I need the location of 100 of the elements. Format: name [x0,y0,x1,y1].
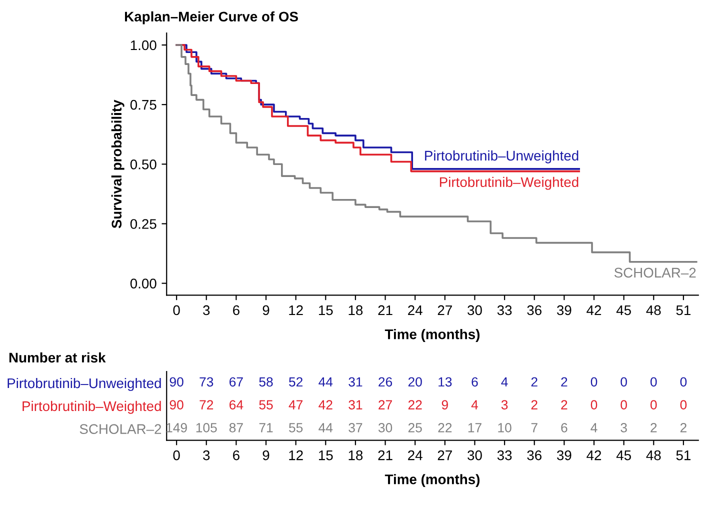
data-label: 25 [408,423,422,432]
data-label: 90 [170,400,184,410]
data-label: 4 [590,423,598,432]
x-tick-label: 12 [289,450,303,460]
x-tick-label: 30 [468,450,482,460]
y-tick-label: Pirtobrutinib–Weighted [22,400,161,414]
x-tick-label: 3 [203,305,210,316]
x-axis-title: Time (months) [384,329,480,342]
x-tick-label: 48 [646,450,661,460]
x-axis-title: Time (months) [384,474,480,488]
x-tick-label: 36 [527,305,542,316]
data-label: 2 [650,423,657,432]
y-tick-label: 0.50 [130,159,156,170]
x-tick-label: 18 [348,450,363,460]
x-tick-label: 9 [262,305,270,316]
data-label: 17 [468,423,482,432]
data-label: 47 [288,400,302,410]
y-tick-label: 0.00 [130,278,156,288]
series-label: Pirtobrutinib–Unweighted [425,150,578,164]
x-tick-label: 39 [556,305,572,316]
x-tick-label: 0 [173,450,180,460]
x-tick-label: 27 [438,305,452,316]
x-tick-label: 36 [527,450,542,460]
data-label: 2 [561,400,568,410]
x-tick-label: 51 [676,305,691,316]
x-tick-label: 33 [497,305,512,316]
data-label: 2 [561,377,568,386]
data-label: 3 [620,423,627,432]
data-label: 10 [498,423,512,432]
data-label: 64 [230,400,244,410]
x-tick-label: 48 [646,305,661,316]
data-label: 0 [650,400,657,410]
x-tick-label: 45 [616,305,631,316]
data-label: 7 [531,423,538,432]
data-label: 105 [196,423,217,432]
data-label: 0 [590,400,598,410]
data-label: 90 [170,377,184,387]
data-label: 67 [230,377,243,387]
data-label: 6 [472,377,478,387]
data-label: 26 [378,377,392,387]
data-label: 2 [680,423,686,432]
data-label: 0 [620,400,627,410]
series-label: Pirtobrutinib–Weighted [440,176,578,190]
data-label: 0 [620,377,627,387]
data-label: 55 [289,423,303,432]
data-label: 55 [259,400,273,410]
x-tick-label: 45 [616,450,631,460]
data-label: 4 [471,400,478,410]
x-tick-label: 12 [289,305,303,316]
data-label: 87 [229,423,243,432]
x-tick-label: 42 [586,305,602,316]
x-tick-label: 6 [233,305,240,316]
x-tick-label: 39 [556,450,572,460]
data-label: 72 [200,400,214,410]
data-label: 31 [348,400,362,410]
y-axis-title: Survival probability [111,100,124,228]
x-tick-label: 42 [586,450,602,460]
data-label: 2 [531,377,538,386]
data-label: 73 [200,377,214,387]
y-tick-label: SCHOLAR–2 [80,424,162,434]
data-label: 37 [348,423,362,432]
data-label: 71 [259,423,273,432]
data-label: 22 [408,400,422,410]
series-label: SCHOLAR–2 [614,268,696,278]
data-label: 9 [442,400,448,410]
x-tick-label: 21 [378,450,392,460]
x-tick-label: 9 [262,450,270,460]
data-label: 0 [680,377,687,387]
x-tick-label: 15 [318,450,333,460]
data-label: 30 [378,423,392,432]
x-tick-label: 3 [203,450,210,460]
y-tick-label: 0.25 [130,219,156,229]
x-tick-label: 30 [468,305,482,316]
x-tick-label: 0 [173,305,180,316]
data-label: 2 [531,400,538,410]
data-label: 44 [318,423,333,432]
x-tick-label: 21 [378,305,392,316]
data-label: 27 [378,400,392,410]
x-tick-label: 33 [497,450,512,460]
data-label: 0 [650,377,657,387]
x-tick-label: 24 [408,450,422,460]
data-label: 44 [318,377,333,386]
data-label: 0 [680,400,687,410]
chart-title: Number at risk [9,352,106,363]
x-tick-label: 15 [318,305,333,316]
data-label: 31 [348,377,362,387]
x-tick-label: 6 [233,450,240,460]
y-tick-label: Pirtobrutinib–Unweighted [8,378,161,391]
data-label: 13 [438,377,452,387]
chart-title: Kaplan–Meier Curve of OS [125,11,298,24]
data-label: 4 [501,377,508,386]
data-label: 42 [318,400,332,410]
data-label: 58 [259,377,273,387]
data-label: 6 [561,423,568,432]
data-label: 3 [501,400,508,410]
data-label: 22 [438,423,452,432]
data-label: 52 [289,377,302,387]
x-tick-label: 51 [676,450,691,460]
y-tick-label: 0.75 [130,100,156,110]
data-label: 20 [408,377,422,387]
